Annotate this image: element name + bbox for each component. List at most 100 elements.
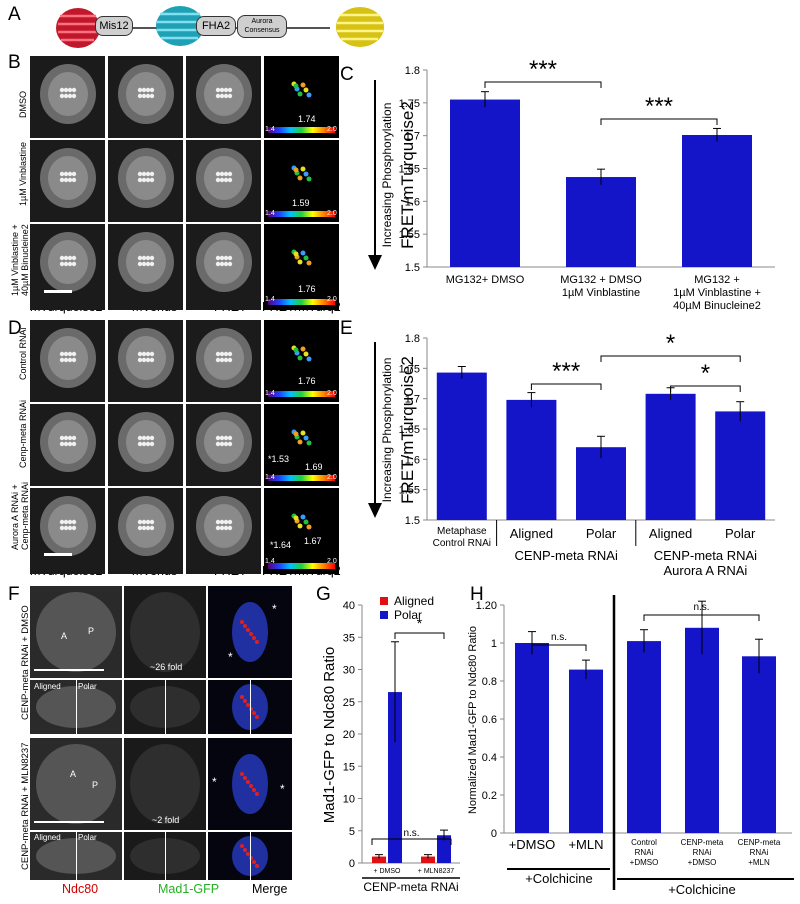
chromosome-spot <box>67 261 73 267</box>
chromosome-spot <box>215 519 221 525</box>
chromosome-spot <box>145 357 151 363</box>
chromosome-spot <box>141 519 147 525</box>
panel-d-tile-r2-c2 <box>186 488 261 574</box>
ratio-spot <box>300 82 306 88</box>
aurora-consensus-domain: Aurora Consensus <box>237 15 287 38</box>
color-scale-bar <box>268 211 335 217</box>
chromosome-spot <box>67 525 73 531</box>
panel-f-inset-divider <box>250 680 251 734</box>
chart-e-sig-3-label: * <box>701 360 710 387</box>
panel-a-letter: A <box>8 4 21 25</box>
chart-g-sig-2-bracket <box>371 838 452 845</box>
ratio-spot <box>306 440 312 446</box>
chromosome-spot <box>63 93 69 99</box>
chromosome-spot <box>227 255 233 261</box>
chromosome-spot <box>63 255 69 261</box>
chart-h-y-tick-label: 0.2 <box>482 790 497 802</box>
panel-b-scale-min-0: 1.4 <box>265 126 275 133</box>
chromosome-spot <box>63 525 69 531</box>
panel-b-tile-r0-c3 <box>264 56 339 138</box>
chromosome-spot <box>227 519 233 525</box>
chromosome-spot <box>71 255 77 261</box>
panel-d-ratio-image <box>268 345 335 397</box>
cell-core <box>126 156 166 200</box>
ratio-spot <box>300 430 306 436</box>
chromosome-spot <box>223 177 229 183</box>
chromosome-spot <box>145 261 151 267</box>
ratio-spot <box>297 259 303 265</box>
chart-h-bar <box>742 656 776 833</box>
chromosome-spot <box>223 519 229 525</box>
panel-f-star-1: * <box>272 602 277 616</box>
ndc80-spot <box>252 636 256 640</box>
panel-f-tile-b0-c2 <box>208 586 292 678</box>
chart-h-category-label: RNAi <box>693 848 712 857</box>
chromosome-spot <box>219 87 225 93</box>
panel-f-tile-b2-c2 <box>208 738 292 830</box>
chart-e-category-label: Aligned <box>649 526 692 541</box>
chart-h-bar <box>569 669 603 833</box>
chromosome-spot <box>149 87 155 93</box>
cell-core <box>48 420 88 464</box>
chromosome-spot <box>219 525 225 531</box>
chromosome-spot <box>67 255 73 261</box>
chart-g-sig-1-bracket <box>394 632 445 639</box>
chromosome-spot <box>219 441 225 447</box>
cell-glow <box>36 744 116 824</box>
chromosome-spot <box>215 525 221 531</box>
panel-d-cell-image <box>118 328 174 388</box>
chromosome-spot <box>149 171 155 177</box>
chromosome-spot <box>227 441 233 447</box>
chromosome-spot <box>67 171 73 177</box>
chart-e-y-tick-label: 1.7 <box>405 394 420 406</box>
panel-b-cell-image <box>40 148 96 208</box>
panel-f-scale-bar-1 <box>34 669 104 671</box>
panel-d-value-cenpmeta: 1.69 <box>305 462 323 472</box>
panel-d-tile-r1-c1 <box>108 404 183 486</box>
panel-b-ratio-image <box>268 249 335 305</box>
chromosome-spot <box>71 357 77 363</box>
chromosome-spot <box>149 519 155 525</box>
panel-d-tile-r0-c3 <box>264 320 339 402</box>
chart-e-bar <box>576 447 626 520</box>
chromosome-spot <box>137 93 143 99</box>
panel-f-inset-divider <box>76 832 77 880</box>
chromosome-spot <box>137 171 143 177</box>
ratio-spot <box>303 87 309 93</box>
ndc80-spot <box>246 780 250 784</box>
chromosome-spot <box>59 261 65 267</box>
chromosome-spot <box>59 519 65 525</box>
chromosome-spot <box>137 519 143 525</box>
panel-f-tile-b2-c0 <box>30 738 122 830</box>
panel-h-letter: H <box>470 584 484 605</box>
panel-d-tile-r2-c3 <box>264 488 339 574</box>
panel-f-col-merge: Merge <box>252 882 288 896</box>
panel-f-fold-mln: ~2 fold <box>152 815 180 825</box>
panel-d-tile-r0-c1 <box>108 320 183 402</box>
chart-e-bar <box>506 399 557 520</box>
chromosome-spot <box>215 93 221 99</box>
chart-c-bar <box>450 99 520 267</box>
chromosome-spot <box>145 441 151 447</box>
chart-c-sig-1-label: *** <box>529 56 557 83</box>
chromosome-spot <box>219 171 225 177</box>
chromosome-spot <box>145 525 151 531</box>
chromosome-spot <box>67 93 73 99</box>
panel-b-tile-r1-c2 <box>186 140 261 222</box>
chromosome-spot <box>71 93 77 99</box>
chromosome-spot <box>223 87 229 93</box>
ratio-spot <box>300 346 306 352</box>
ratio-spot <box>300 166 306 172</box>
cell-core <box>204 72 244 116</box>
chromosome-spot <box>223 261 229 267</box>
panel-b-tile-r0-c2 <box>186 56 261 138</box>
chromosome-spot <box>141 525 147 531</box>
chromosome-spot <box>59 441 65 447</box>
chart-h-category-label: +DMSO <box>688 858 717 867</box>
chart-h-group-label: +Colchicine <box>668 882 736 897</box>
chromosome-spot <box>63 441 69 447</box>
panel-f-fold-dmso: ~26 fold <box>150 662 183 672</box>
chromosome-spot <box>137 351 143 357</box>
panel-d-row-aurora-1: Aurora A RNAi + <box>10 484 20 550</box>
panel-d-ratio-image <box>268 513 335 569</box>
